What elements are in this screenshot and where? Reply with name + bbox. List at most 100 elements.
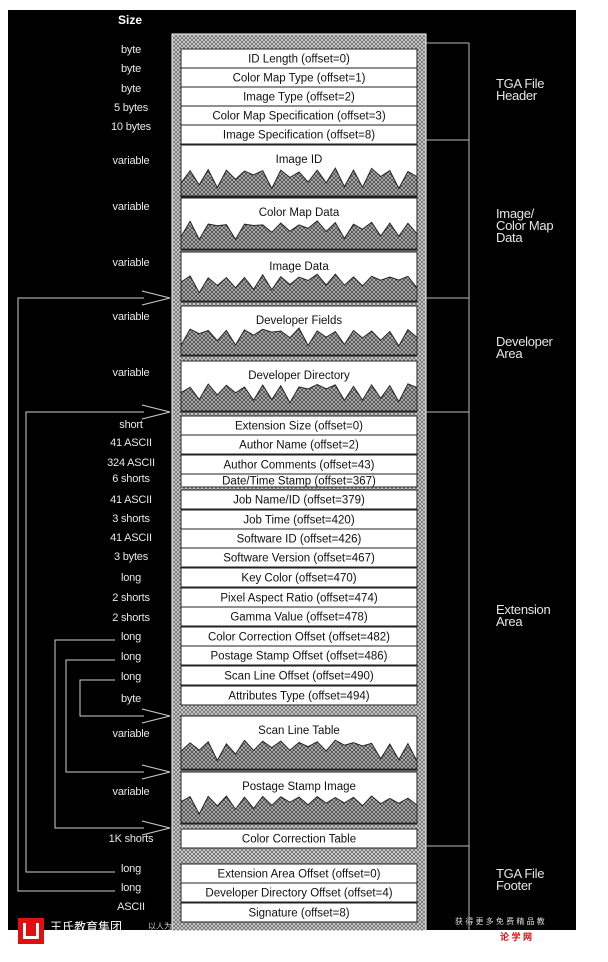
field-size: 2 shorts — [112, 592, 150, 604]
field-row: Postage Stamp Image variable — [113, 771, 418, 825]
field-label: Scan Line Offset (offset=490) — [224, 671, 374, 683]
field-row: Scan Line Offset (offset=490) long — [121, 665, 418, 686]
field-size: 41 ASCII — [110, 494, 152, 506]
sections-layer: TGA File Header Image/Color Map Data Develop… — [426, 42, 554, 930]
field-row: Postage Stamp Offset (offset=486) long — [121, 645, 418, 666]
field-size: 6 shorts — [112, 473, 150, 485]
field-label: Author Name (offset=2) — [239, 440, 359, 452]
variable-area-wave — [180, 220, 418, 250]
field-box — [180, 828, 418, 849]
field-size: 41 ASCII — [110, 437, 152, 449]
field-label: Postage Stamp Image — [242, 781, 356, 793]
pointer-arrowhead — [141, 820, 171, 836]
field-row: Job Time (offset=420) 3 shorts — [112, 509, 418, 530]
field-label: Developer Fields — [256, 315, 343, 327]
pointer-line — [25, 411, 144, 873]
field-row: Scan Line Table variable — [113, 715, 418, 771]
field-row: Gamma Value (offset=478) 2 shorts — [112, 606, 418, 627]
field-row: Key Color (offset=470) long — [121, 567, 418, 588]
field-row: Image Type (offset=2) byte — [121, 83, 418, 107]
field-row: Color Map Specification (offset=3) 5 byte… — [114, 102, 418, 126]
field-size: variable — [113, 201, 150, 213]
field-row: Color Map Data variable — [113, 197, 418, 251]
field-label: Date/Time Stamp (offset=367) — [222, 476, 376, 488]
field-label: Signature (offset=8) — [248, 908, 349, 920]
section-label: Developer Area — [496, 334, 554, 361]
field-size: 2 shorts — [112, 612, 150, 624]
watermark-right-link: 论 学 网 — [500, 932, 533, 942]
field-size: long — [121, 863, 141, 875]
field-label: Developer Directory Offset (offset=4) — [205, 888, 392, 900]
field-size: 3 bytes — [114, 551, 149, 563]
field-size: 1K shorts — [109, 833, 154, 845]
field-box — [180, 645, 418, 666]
field-box — [180, 473, 418, 488]
field-size: long — [121, 631, 141, 643]
watermark-company-small: 以人为 — [148, 922, 172, 931]
field-label: Color Correction Table — [242, 834, 356, 846]
field-box — [180, 606, 418, 627]
field-size: long — [121, 882, 141, 894]
field-row: Image ID variable — [113, 144, 418, 198]
variable-area-wave — [180, 795, 418, 824]
field-label: Job Name/ID (offset=379) — [233, 495, 365, 507]
pointer-line — [79, 679, 144, 717]
field-size: 10 bytes — [111, 121, 152, 133]
section-label: Image/Color Map Data — [496, 206, 553, 245]
field-size: variable — [113, 311, 150, 323]
variable-area-wave — [180, 167, 418, 197]
pointer-arrowhead — [141, 764, 171, 780]
field-size: long — [121, 671, 141, 683]
field-label: Author Comments (offset=43) — [224, 460, 375, 472]
field-label: Software ID (offset=426) — [237, 534, 362, 546]
section-label: TGA File Header — [496, 76, 544, 103]
field-size: byte — [121, 44, 141, 56]
field-label: Postage Stamp Offset (offset=486) — [211, 651, 388, 663]
field-size: 5 bytes — [114, 102, 149, 114]
field-label: Extension Size (offset=0) — [235, 421, 363, 433]
field-label: Extension Area Offset (offset=0) — [218, 869, 381, 881]
field-label: Gamma Value (offset=478) — [230, 612, 367, 624]
variable-area-wave — [180, 273, 418, 302]
field-row: Image Data variable — [113, 251, 418, 303]
section-label: Extension Area — [496, 602, 550, 629]
field-row: Author Comments (offset=43) 324 ASCII — [107, 454, 418, 475]
field-label: Image Specification (offset=8) — [223, 130, 375, 142]
field-size: variable — [113, 367, 150, 379]
variable-area-wave — [180, 383, 418, 412]
field-box — [180, 547, 418, 568]
field-label: Job Time (offset=420) — [243, 515, 355, 527]
section-label: TGA File Footer — [496, 866, 544, 893]
pointer-arrowhead — [141, 404, 171, 420]
field-label: Image Type (offset=2) — [243, 92, 355, 104]
pointer-arrowhead — [141, 290, 171, 306]
field-row: Extension Size (offset=0) short — [119, 415, 418, 436]
field-label: Pixel Aspect Ratio (offset=474) — [220, 593, 378, 605]
field-size: 41 ASCII — [110, 532, 152, 544]
size-column-header: Size — [118, 13, 142, 27]
pointer-line — [65, 659, 144, 773]
field-size: variable — [113, 786, 150, 798]
field-row: Job Name/ID (offset=379) 41 ASCII — [110, 489, 418, 510]
field-size: long — [121, 651, 141, 663]
field-size: variable — [113, 728, 150, 740]
field-box — [180, 685, 418, 706]
field-row: Signature (offset=8) ASCII — [117, 901, 418, 923]
field-size: ASCII — [117, 901, 145, 913]
field-label: Image ID — [276, 154, 323, 166]
field-size: byte — [121, 693, 141, 705]
field-label: Key Color (offset=470) — [241, 573, 356, 585]
watermark-right-text: 获 得 更 多 免 费 精 品 教 — [455, 917, 545, 926]
field-row: Author Name (offset=2) 41 ASCII — [110, 434, 418, 455]
field-label: Color Map Type (offset=1) — [233, 73, 366, 85]
field-row: Developer Directory variable — [113, 360, 418, 413]
field-size: byte — [121, 83, 141, 95]
pointer-line — [54, 639, 144, 829]
pointer-line — [17, 297, 144, 892]
field-label: Color Map Specification (offset=3) — [212, 111, 386, 123]
field-row: Color Map Type (offset=1) byte — [121, 63, 418, 88]
variable-area-wave — [180, 327, 418, 356]
field-row: Developer Directory Offset (offset=4) lon… — [121, 882, 418, 903]
